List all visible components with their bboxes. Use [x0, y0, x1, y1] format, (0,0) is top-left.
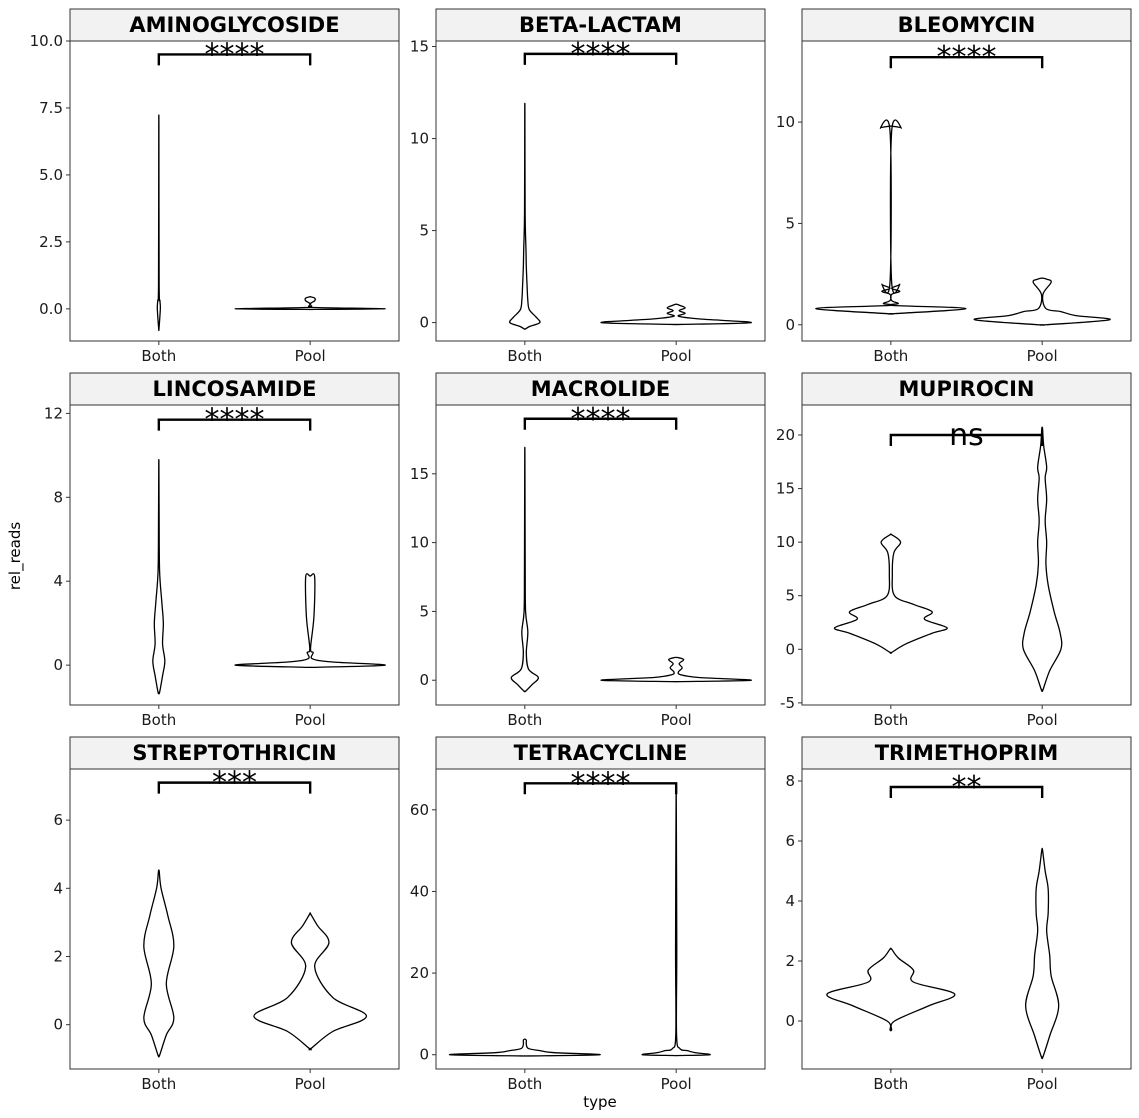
significance-label: **** — [571, 402, 631, 437]
x-tick-label-both: Both — [141, 711, 176, 729]
y-tick-label: 5.0 — [39, 166, 63, 184]
strip-title: BETA-LACTAM — [519, 13, 682, 37]
plot-frame — [802, 769, 1131, 1069]
y-tick-label: 0 — [53, 1016, 63, 1034]
x-tick-label-both: Both — [141, 1075, 176, 1093]
panel-grid: AMINOGLYCOSIDE 0.0 2.5 5.0 7.5 10.0 Both Pool **… — [30, 9, 1131, 1093]
significance-label: **** — [205, 37, 265, 72]
panel-macrolide: MACROLIDE 0 5 10 15 Both Pool **** — [410, 373, 765, 729]
x-tick-label-pool: Pool — [1027, 711, 1058, 729]
panel-tetracycline: TETRACYCLINE 0 20 40 60 Both Pool **** — [410, 737, 765, 1093]
y-tick-label: 4 — [785, 892, 795, 910]
y-tick-label: 20 — [410, 964, 429, 982]
y-tick-label: 0 — [419, 1046, 429, 1064]
y-tick-label: 15 — [410, 38, 429, 56]
y-tick-label: 2.5 — [39, 233, 63, 251]
panel-bleomycin: BLEOMYCIN 0 5 10 Both Pool **** — [776, 9, 1131, 365]
plot-frame — [802, 41, 1131, 341]
x-axis-title: type — [583, 1093, 617, 1111]
significance-label: **** — [205, 403, 265, 438]
strip-title: TRIMETHOPRIM — [875, 741, 1059, 765]
significance-label: **** — [571, 37, 631, 72]
x-tick-label-both: Both — [507, 1075, 542, 1093]
y-tick-label: 15 — [776, 480, 795, 498]
y-tick-label: -5 — [780, 694, 795, 712]
y-tick-label: 4 — [53, 572, 63, 590]
plot-frame — [70, 41, 399, 341]
x-tick-label-pool: Pool — [295, 1075, 326, 1093]
x-tick-label-both: Both — [507, 347, 542, 365]
y-tick-label: 10 — [410, 534, 429, 552]
y-tick-label: 5 — [785, 587, 795, 605]
y-tick-label: 60 — [410, 801, 429, 819]
significance-label: *** — [212, 766, 257, 801]
panel-streptothricin: STREPTOTHRICIN 0 2 4 6 Both Pool *** — [53, 737, 399, 1093]
y-tick-label: 0 — [419, 314, 429, 332]
y-tick-label: 6 — [785, 832, 795, 850]
y-tick-label: 7.5 — [39, 99, 63, 117]
significance-label: **** — [937, 40, 997, 75]
panel-mupirocin: MUPIROCIN -5 0 5 10 15 20 Both Pool ns — [776, 373, 1131, 729]
panel-aminoglycoside: AMINOGLYCOSIDE 0.0 2.5 5.0 7.5 10.0 Both Pool **… — [30, 9, 399, 365]
panel-lincosamide: LINCOSAMIDE 0 4 8 12 Both Pool **** — [44, 373, 399, 729]
x-tick-label-both: Both — [873, 1075, 908, 1093]
plot-frame — [436, 405, 765, 705]
y-tick-label: 20 — [776, 426, 795, 444]
strip-title: AMINOGLYCOSIDE — [129, 13, 339, 37]
y-tick-label: 2 — [785, 952, 795, 970]
y-tick-label: 40 — [410, 882, 429, 900]
y-tick-label: 5 — [419, 222, 429, 240]
y-tick-label: 2 — [53, 948, 63, 966]
plot-frame — [436, 769, 765, 1069]
y-tick-label: 0 — [785, 640, 795, 658]
x-tick-label-both: Both — [141, 347, 176, 365]
y-tick-label: 10 — [776, 533, 795, 551]
y-tick-label: 12 — [44, 404, 63, 422]
x-tick-label-pool: Pool — [1027, 347, 1058, 365]
y-tick-label: 15 — [410, 465, 429, 483]
y-tick-label: 0 — [419, 671, 429, 689]
strip-title: MACROLIDE — [531, 377, 671, 401]
x-tick-label-both: Both — [873, 711, 908, 729]
x-tick-label-pool: Pool — [1027, 1075, 1058, 1093]
strip-title: TETRACYCLINE — [514, 741, 688, 765]
x-tick-label-pool: Pool — [661, 1075, 692, 1093]
strip-title: LINCOSAMIDE — [153, 377, 317, 401]
y-tick-label: 0 — [785, 1012, 795, 1030]
y-tick-label: 10.0 — [30, 32, 63, 50]
y-tick-label: 8 — [53, 488, 63, 506]
y-tick-label: 6 — [53, 811, 63, 829]
x-tick-label-both: Both — [507, 711, 542, 729]
strip-title: STREPTOTHRICIN — [132, 741, 336, 765]
plot-frame — [70, 405, 399, 705]
strip-title: BLEOMYCIN — [898, 13, 1036, 37]
y-tick-label: 10 — [410, 130, 429, 148]
y-axis-title: rel_reads — [6, 522, 25, 591]
y-tick-label: 5 — [419, 602, 429, 620]
y-tick-label: 0.0 — [39, 300, 63, 318]
x-tick-label-pool: Pool — [295, 711, 326, 729]
significance-label: ns — [949, 418, 984, 453]
y-tick-label: 5 — [785, 214, 795, 232]
x-tick-label-pool: Pool — [661, 347, 692, 365]
y-tick-label: 4 — [53, 879, 63, 897]
y-tick-label: 10 — [776, 113, 795, 131]
y-tick-label: 8 — [785, 772, 795, 790]
panel-trimethoprim: TRIMETHOPRIM 0 2 4 6 8 Both Pool ** — [785, 737, 1131, 1093]
significance-label: ** — [952, 770, 982, 805]
significance-label: **** — [571, 766, 631, 801]
y-tick-label: 0 — [53, 656, 63, 674]
plot-frame — [436, 41, 765, 341]
x-tick-label-pool: Pool — [661, 711, 692, 729]
x-tick-label-pool: Pool — [295, 347, 326, 365]
strip-title: MUPIROCIN — [899, 377, 1035, 401]
panel-beta-lactam: BETA-LACTAM 0 5 10 15 Both Pool **** — [410, 9, 765, 365]
x-tick-label-both: Both — [873, 347, 908, 365]
y-tick-label: 0 — [785, 316, 795, 334]
